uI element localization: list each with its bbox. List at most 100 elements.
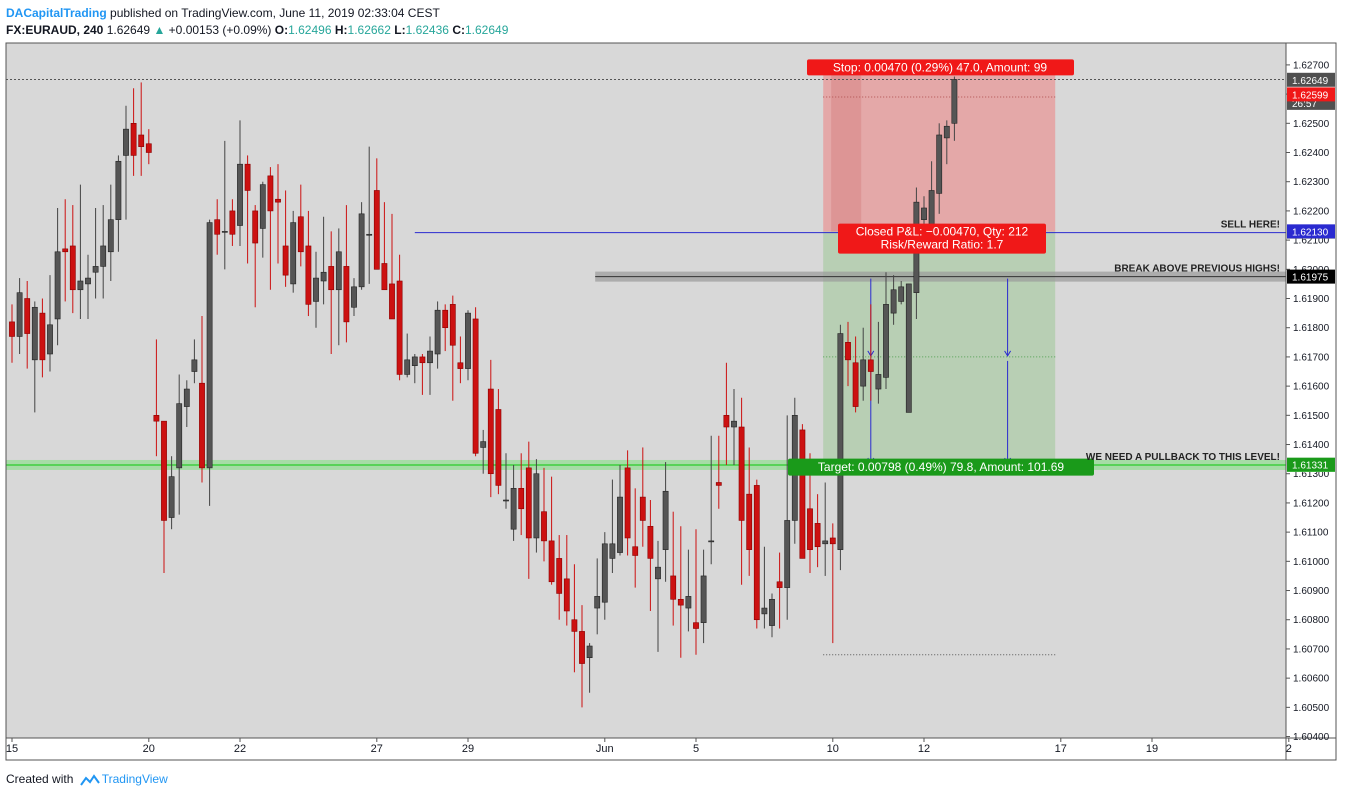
candle[interactable]	[115, 160, 122, 220]
candle[interactable]	[822, 540, 829, 545]
candle[interactable]	[685, 596, 692, 609]
candle[interactable]	[723, 415, 730, 428]
candle[interactable]	[427, 350, 433, 364]
candle[interactable]	[335, 251, 342, 291]
candle[interactable]	[579, 631, 585, 664]
symbol-label[interactable]: FX:EURAUD, 240	[6, 23, 104, 37]
candle[interactable]	[943, 125, 950, 139]
price-axis-label[interactable]	[1287, 269, 1335, 284]
candle[interactable]	[776, 581, 783, 588]
tradingview-brand[interactable]: TradingView	[101, 772, 168, 786]
candle[interactable]	[632, 546, 639, 556]
candle[interactable]	[259, 184, 266, 229]
candle[interactable]	[457, 362, 464, 369]
candle[interactable]	[837, 333, 844, 550]
candle[interactable]	[290, 222, 297, 285]
time-axis-area[interactable]	[6, 738, 1336, 760]
candle[interactable]	[244, 163, 251, 191]
candle[interactable]	[199, 382, 205, 469]
candle[interactable]	[419, 356, 426, 364]
candle[interactable]	[617, 496, 623, 553]
author-link[interactable]: DACapitalTrading	[6, 6, 107, 20]
candle[interactable]	[731, 420, 737, 428]
candle[interactable]	[738, 426, 745, 521]
candle[interactable]	[442, 309, 449, 329]
price-axis-label[interactable]	[1287, 224, 1335, 239]
candle[interactable]	[100, 245, 107, 267]
candle[interactable]	[62, 248, 69, 253]
candle[interactable]	[267, 175, 274, 212]
candle[interactable]	[586, 645, 593, 658]
candle[interactable]	[761, 607, 768, 615]
candle[interactable]	[647, 525, 654, 559]
candle[interactable]	[905, 283, 912, 413]
candle[interactable]	[814, 523, 821, 548]
candle[interactable]	[366, 233, 373, 236]
candle[interactable]	[601, 543, 608, 603]
candle[interactable]	[358, 213, 365, 288]
price-axis-label[interactable]	[1287, 87, 1335, 102]
candle[interactable]	[548, 540, 555, 583]
candle[interactable]	[563, 578, 570, 612]
candle[interactable]	[9, 321, 15, 337]
candle[interactable]	[54, 251, 61, 320]
candle[interactable]	[503, 499, 509, 502]
candle[interactable]	[799, 429, 806, 559]
closed-pnl-box[interactable]	[838, 223, 1046, 254]
price-axis-label[interactable]	[1287, 457, 1335, 472]
candle[interactable]	[168, 476, 175, 518]
candle[interactable]	[176, 403, 183, 469]
candle[interactable]	[472, 318, 479, 454]
candle[interactable]	[829, 537, 836, 545]
candle[interactable]	[769, 598, 775, 626]
candle[interactable]	[282, 245, 289, 276]
candle[interactable]	[533, 473, 540, 539]
candle[interactable]	[16, 292, 23, 337]
candle[interactable]	[69, 245, 76, 291]
candle[interactable]	[624, 467, 631, 539]
candle[interactable]	[47, 324, 53, 355]
candle[interactable]	[351, 286, 357, 308]
candle[interactable]	[297, 216, 304, 253]
candle[interactable]	[594, 596, 601, 609]
candle[interactable]	[449, 304, 456, 346]
candle[interactable]	[381, 263, 388, 291]
candle[interactable]	[153, 415, 160, 422]
candle[interactable]	[518, 488, 525, 510]
candle[interactable]	[639, 496, 646, 521]
candle[interactable]	[77, 280, 84, 291]
candle[interactable]	[746, 493, 753, 550]
candle[interactable]	[525, 467, 532, 539]
candle[interactable]	[373, 190, 380, 270]
candle[interactable]	[936, 134, 943, 194]
candle[interactable]	[487, 388, 494, 475]
candle[interactable]	[852, 362, 859, 407]
candle[interactable]	[677, 598, 684, 606]
candle[interactable]	[875, 374, 882, 390]
candle[interactable]	[434, 309, 441, 355]
candle[interactable]	[305, 245, 312, 305]
candle[interactable]	[191, 359, 198, 372]
candle[interactable]	[890, 289, 897, 314]
candle[interactable]	[161, 420, 167, 521]
candle[interactable]	[807, 508, 813, 550]
candle[interactable]	[206, 222, 213, 469]
candle[interactable]	[92, 266, 99, 273]
candle[interactable]	[715, 482, 722, 486]
candle[interactable]	[921, 207, 927, 220]
candle[interactable]	[31, 306, 38, 361]
candle[interactable]	[130, 123, 137, 156]
candle[interactable]	[693, 622, 699, 629]
candle[interactable]	[221, 231, 228, 233]
candle[interactable]	[655, 566, 661, 580]
candle[interactable]	[708, 540, 715, 543]
candle[interactable]	[867, 359, 874, 372]
candle[interactable]	[951, 79, 958, 124]
plot-background[interactable]	[6, 43, 1286, 738]
candle[interactable]	[480, 441, 487, 448]
target-label-box[interactable]	[788, 458, 1094, 476]
candle[interactable]	[389, 283, 395, 320]
candle[interactable]	[183, 388, 190, 407]
candle[interactable]	[541, 511, 547, 542]
price-axis-area[interactable]	[1286, 43, 1336, 738]
